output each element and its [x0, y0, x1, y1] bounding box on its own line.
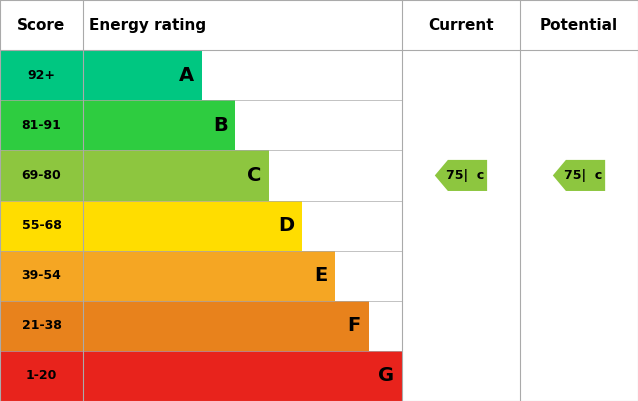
Text: 81-91: 81-91 [22, 119, 61, 132]
Text: 1-20: 1-20 [26, 369, 57, 383]
Bar [0, 50, 202, 100]
Bar [0, 301, 369, 351]
Text: C: C [247, 166, 261, 185]
Text: 39-54: 39-54 [22, 269, 61, 282]
Text: 92+: 92+ [27, 69, 56, 82]
Text: B: B [213, 116, 228, 135]
Text: Energy rating: Energy rating [89, 18, 207, 32]
Text: F: F [348, 316, 361, 335]
Text: 21-38: 21-38 [22, 319, 61, 332]
Text: E: E [315, 266, 328, 285]
Bar [0, 200, 302, 251]
Bar [0, 100, 235, 150]
Text: 69-80: 69-80 [22, 169, 61, 182]
Bar [0, 150, 269, 200]
Polygon shape [434, 160, 487, 191]
Bar [0, 351, 402, 401]
Polygon shape [553, 160, 605, 191]
Text: Score: Score [17, 18, 66, 32]
Text: Potential: Potential [540, 18, 618, 32]
Text: A: A [179, 66, 195, 85]
Text: Current: Current [428, 18, 494, 32]
Text: 75|  c: 75| c [564, 169, 602, 182]
Text: 75|  c: 75| c [446, 169, 484, 182]
Text: D: D [278, 216, 294, 235]
Bar [0, 251, 336, 301]
Text: 55-68: 55-68 [22, 219, 61, 232]
Text: G: G [378, 367, 394, 385]
